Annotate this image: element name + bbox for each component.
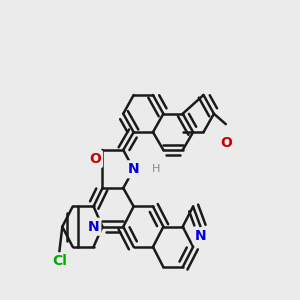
Text: H: H: [152, 164, 160, 174]
Text: O: O: [89, 152, 101, 166]
Text: N: N: [128, 162, 140, 176]
Text: N: N: [195, 229, 206, 243]
Text: Cl: Cl: [52, 254, 67, 268]
Text: N: N: [88, 220, 99, 234]
Text: O: O: [220, 136, 232, 150]
